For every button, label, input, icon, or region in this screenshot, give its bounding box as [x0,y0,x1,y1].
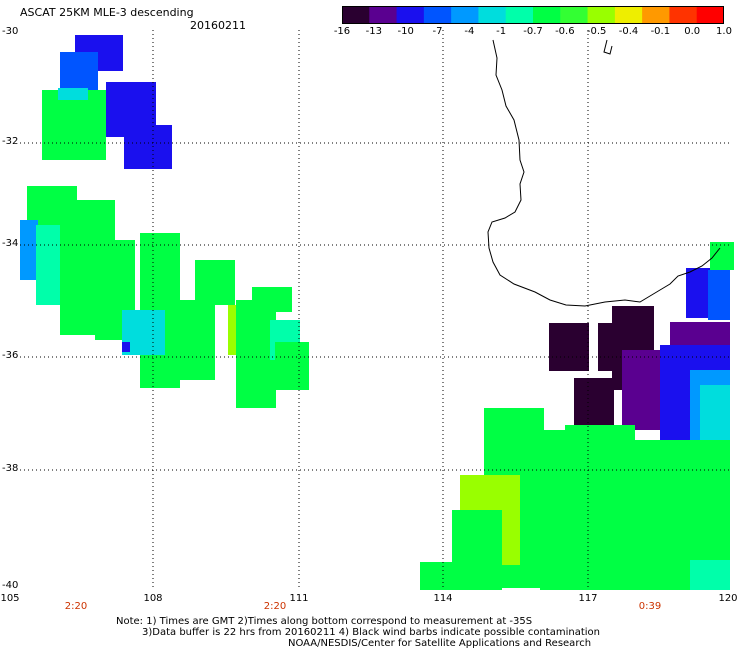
lon-label-111: 111 [289,593,309,604]
colorbar-label: -0.4 [618,26,639,37]
colorbar-segment [614,6,643,24]
pass-time-2: 2:20 [263,601,287,612]
lon-label-117: 117 [578,593,598,604]
colorbar-segment [642,6,671,24]
swath-west-lower [20,186,309,408]
swath-west-upper [42,35,172,169]
map-date: 20160211 [190,19,246,32]
colorbar-segment [396,6,425,24]
colorbar-label: -7 [432,26,443,37]
colorbar-segment [478,6,507,24]
colorbar-segment [423,6,452,24]
colorbar-label: -0.1 [650,26,671,37]
colorbar-segment [533,6,561,24]
pass-time-3: 0:39 [638,601,662,612]
pass-time-1: 2:20 [64,601,88,612]
map-title: ASCAT 25KM MLE-3 descending [20,6,194,19]
colorbar-label: -4 [464,26,475,37]
swath-east [420,242,734,590]
lon-label-105: 105 [0,593,20,604]
lat-label-38: -38 [2,463,19,474]
colorbar-label: 0.0 [684,26,701,37]
lat-label-30: -30 [2,26,19,37]
lat-label-34: -34 [2,238,19,249]
note-line-2: 3)Data buffer is 22 hrs from 20160211 4)… [142,627,600,638]
colorbar-label: -0.5 [586,26,607,37]
note-line-1: Note: 1) Times are GMT 2)Times along bot… [116,616,533,627]
colorbar-label: -0.6 [555,26,575,37]
australia-coastline [487,39,721,307]
lon-label-108: 108 [143,593,163,604]
colorbar-segment [669,6,698,24]
lat-label-32: -32 [2,136,19,147]
note-line-3: NOAA/NESDIS/Center for Satellite Applica… [288,638,592,649]
lat-label-36: -36 [2,350,19,361]
colorbar-segment [696,6,724,24]
colorbar-segment [342,6,370,24]
colorbar-segment [451,6,480,24]
colorbar-segment [587,6,616,24]
colorbar-label: -16 [333,26,351,37]
colorbar [342,6,724,24]
colorbar-label: -10 [397,26,414,37]
colorbar-segment [505,6,534,24]
colorbar-segment [369,6,398,24]
colorbar-label: 1.0 [716,26,732,37]
colorbar-label: -13 [365,26,382,37]
colorbar-label: -0.7 [523,26,543,37]
colorbar-label: -1 [496,26,507,37]
lon-label-114: 114 [433,593,453,604]
colorbar-segment [560,6,589,24]
graticule [20,30,730,590]
lon-label-120: 120 [718,593,738,604]
lat-label-40: -40 [2,580,19,591]
